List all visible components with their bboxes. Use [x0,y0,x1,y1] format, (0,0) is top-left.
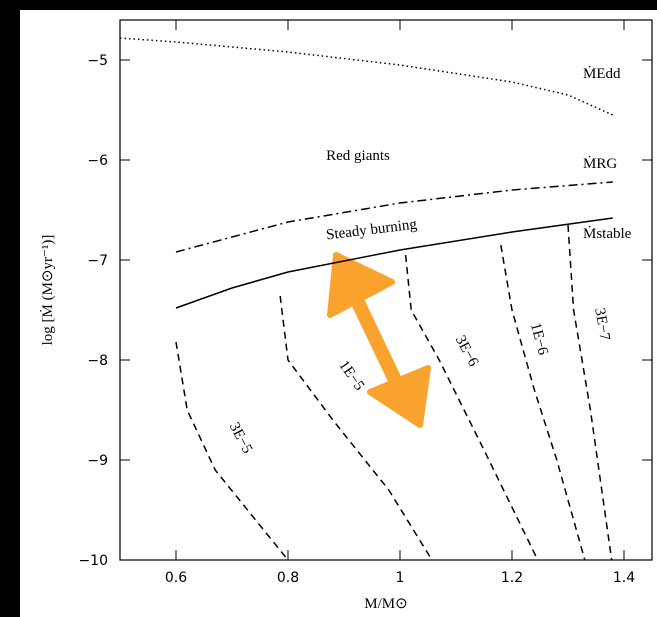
y-tick-label: −8 [87,353,108,369]
x-tick-label: 1 [396,570,405,586]
y-tick-label: −10 [78,553,108,569]
series-label: 3E−6 [452,333,482,370]
series-label: ṀRG [583,156,617,172]
series-label: 3E−5 [226,420,255,456]
arrow-shaft [345,286,402,384]
y-tick-label: −6 [87,153,108,169]
ticks: 0.6 0.8 1 1.2 1.4 −10 −9 −8 −7 −6 −5 [78,20,652,586]
series-label: ṀEdd [583,66,621,82]
region-label: Red giants [326,148,390,164]
x-tick-label: 0.8 [277,570,299,586]
y-axis-label: log [Ṁ (M⊙yr⁻¹)] [40,235,56,346]
arrow-head-bottom [367,365,431,428]
series-line [119,37,614,116]
series-line [175,181,613,253]
arrow-head-top [327,252,395,318]
y-tick-label: −5 [87,53,108,69]
black-border-top [0,0,657,10]
series-label: 1E−5 [335,358,367,394]
black-border-left [0,0,20,617]
series-line [404,254,539,561]
series-line [567,224,613,561]
series-line [500,244,586,561]
x-axis-label: M/M⊙ [364,596,407,612]
series-label: Ṁstable [583,226,632,242]
y-tick-label: −7 [87,253,108,269]
x-tick-label: 1.2 [501,570,523,586]
region-label: Steady burning [325,216,418,243]
x-tick-label: 0.6 [165,570,187,586]
series-label: 1E−6 [527,321,551,357]
series-line [175,217,613,309]
y-tick-label: −9 [87,453,108,469]
x-tick-label: 1.4 [613,570,635,586]
series-line [279,295,433,561]
series-line [175,341,289,561]
double-arrow [327,252,431,428]
plot-frame [119,19,653,561]
series-label: 3E−7 [591,307,613,342]
